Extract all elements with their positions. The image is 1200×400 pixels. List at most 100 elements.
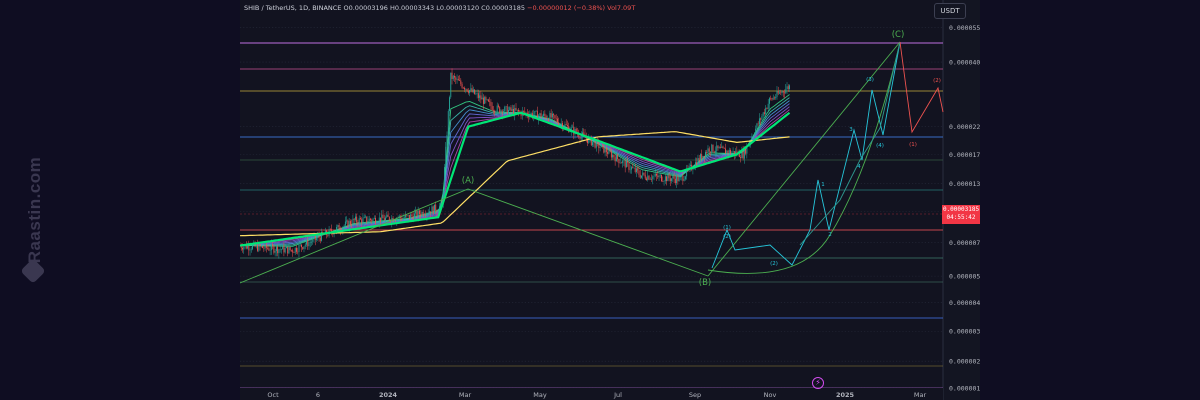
symbol-label[interactable]: SHIB / TetherUS, 1D, BINANCE bbox=[244, 4, 342, 12]
candle-body bbox=[359, 218, 361, 220]
candle-body bbox=[423, 215, 425, 217]
candle-body bbox=[765, 108, 767, 114]
candle-body bbox=[373, 217, 375, 219]
candle-body bbox=[442, 191, 444, 205]
candle-body bbox=[415, 210, 417, 214]
candle-body bbox=[639, 174, 641, 178]
candle-body bbox=[284, 248, 286, 253]
candle-body bbox=[595, 140, 597, 148]
candle-body bbox=[316, 238, 317, 240]
candle-body bbox=[445, 146, 447, 168]
candle-body bbox=[608, 149, 610, 154]
candle-body bbox=[279, 249, 281, 251]
candle-body bbox=[628, 162, 630, 170]
candle-body bbox=[298, 245, 300, 253]
candle-body bbox=[662, 181, 664, 182]
candle-body bbox=[549, 113, 551, 121]
candle-body bbox=[590, 136, 592, 146]
candle-body bbox=[462, 87, 464, 89]
candle-body bbox=[615, 154, 617, 162]
candle-body bbox=[495, 112, 497, 113]
candle-body bbox=[455, 77, 457, 80]
candle-body bbox=[395, 221, 397, 222]
candle-body bbox=[768, 98, 770, 104]
candle-body bbox=[260, 246, 262, 247]
candle-body bbox=[689, 164, 691, 167]
candle-body bbox=[254, 242, 256, 247]
candle-body bbox=[417, 210, 419, 217]
lightning-icon[interactable]: ⚡ bbox=[812, 377, 824, 389]
candle-body bbox=[388, 216, 390, 221]
candle-body bbox=[485, 97, 487, 100]
candle-body bbox=[559, 123, 561, 126]
time-axis-label: 2024 bbox=[379, 391, 398, 399]
candle-body bbox=[614, 157, 616, 162]
candle-body bbox=[618, 159, 620, 164]
candle-body bbox=[337, 225, 339, 227]
candle-body bbox=[643, 172, 645, 175]
candle-body bbox=[361, 219, 363, 224]
candle-body bbox=[259, 243, 261, 247]
candle-body bbox=[746, 145, 748, 154]
candle-body bbox=[393, 221, 395, 222]
candle-body bbox=[510, 107, 512, 111]
candle-body bbox=[692, 169, 694, 170]
candle-body bbox=[479, 95, 481, 98]
currency-selector[interactable]: USDT bbox=[934, 3, 966, 19]
price-axis-label: 0.00000250 bbox=[949, 358, 980, 366]
price-axis-label: 0.00004000 bbox=[949, 59, 980, 67]
candle-body bbox=[308, 242, 310, 247]
candle-body bbox=[511, 108, 513, 111]
candle-body bbox=[558, 122, 560, 126]
candle-body bbox=[386, 214, 388, 218]
price-axis-label: 0.00000195 bbox=[949, 385, 980, 393]
chart-panel[interactable]: 0.000500000.000380000.000280000.00022000… bbox=[240, 0, 980, 400]
candle-body bbox=[375, 217, 376, 224]
candle-body bbox=[544, 113, 546, 116]
candle-body bbox=[632, 167, 634, 168]
candle-body bbox=[321, 232, 322, 241]
candle-body bbox=[580, 135, 582, 139]
candle-body bbox=[470, 88, 472, 91]
candle-body bbox=[607, 152, 609, 154]
candle-body bbox=[258, 243, 260, 251]
candle-body bbox=[283, 245, 285, 253]
price-chart[interactable]: 0.000500000.000380000.000280000.00022000… bbox=[240, 0, 980, 400]
candle-body bbox=[454, 76, 455, 78]
candle-body bbox=[518, 109, 519, 112]
candle-body bbox=[723, 147, 725, 149]
candle-body bbox=[588, 137, 590, 143]
bar-countdown: 04:55:42 bbox=[946, 214, 976, 221]
candle-body bbox=[447, 111, 449, 135]
candle-body bbox=[556, 118, 558, 123]
candle-body bbox=[263, 247, 265, 249]
candle-body bbox=[427, 213, 429, 214]
candle-body bbox=[464, 87, 466, 90]
candle-body bbox=[599, 147, 601, 149]
candle-body bbox=[506, 106, 508, 115]
candle-body bbox=[282, 245, 284, 250]
candle-body bbox=[625, 160, 627, 168]
wave-label: (4) bbox=[876, 143, 884, 149]
candle-body bbox=[486, 99, 488, 101]
candle-body bbox=[694, 162, 696, 168]
candle-body bbox=[681, 175, 683, 177]
candle-body bbox=[307, 240, 309, 247]
candle-body bbox=[505, 106, 507, 107]
candle-body bbox=[460, 80, 462, 85]
wave-label: 1 bbox=[821, 182, 825, 188]
candle-body bbox=[774, 97, 775, 99]
candle-body bbox=[274, 251, 276, 253]
candle-body bbox=[378, 217, 380, 223]
price-axis-label: 0.00000750 bbox=[949, 239, 980, 247]
candle-body bbox=[711, 144, 713, 153]
candle-body bbox=[624, 160, 626, 168]
candle-body bbox=[730, 150, 732, 154]
candle-body bbox=[475, 93, 477, 95]
candle-body bbox=[533, 114, 535, 118]
candle-body bbox=[627, 160, 629, 163]
candle-body bbox=[428, 211, 430, 214]
candle-body bbox=[523, 110, 524, 112]
candle-body bbox=[740, 157, 742, 159]
candle-body bbox=[553, 113, 555, 116]
